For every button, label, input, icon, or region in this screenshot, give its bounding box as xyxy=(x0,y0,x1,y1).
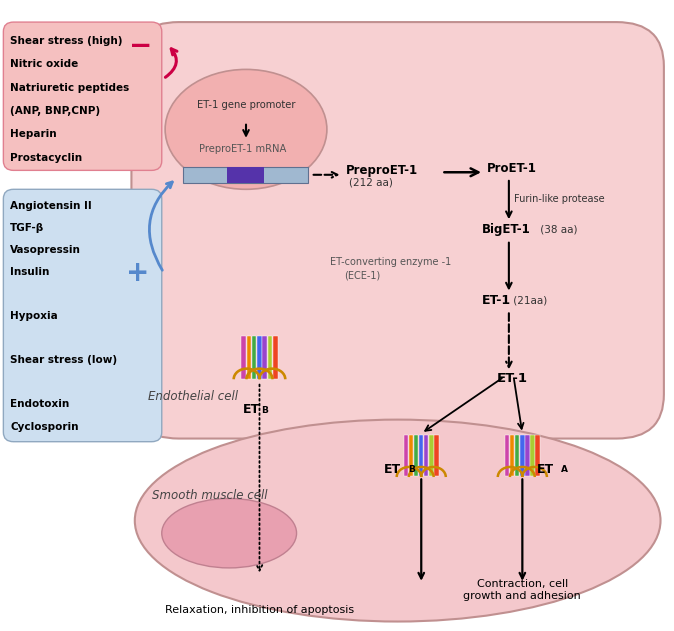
Text: BigET-1: BigET-1 xyxy=(482,223,530,235)
Bar xyxy=(505,435,510,476)
Bar xyxy=(252,336,257,379)
Text: Shear stress (low): Shear stress (low) xyxy=(10,355,117,365)
Text: ET-1: ET-1 xyxy=(482,294,511,307)
Text: ET-1 gene promoter: ET-1 gene promoter xyxy=(197,100,295,110)
Bar xyxy=(424,435,429,476)
Text: Cyclosporin: Cyclosporin xyxy=(10,422,79,432)
Text: Nitric oxide: Nitric oxide xyxy=(10,59,78,69)
Text: A: A xyxy=(561,465,568,474)
Text: (ECE-1): (ECE-1) xyxy=(344,270,380,280)
Text: (38 aa): (38 aa) xyxy=(537,224,577,234)
Text: Endothelial cell: Endothelial cell xyxy=(148,390,239,403)
Bar xyxy=(409,435,413,476)
Text: Shear stress (high): Shear stress (high) xyxy=(10,36,123,46)
Bar xyxy=(520,435,524,476)
Text: (ANP, BNP,CNP): (ANP, BNP,CNP) xyxy=(10,106,100,116)
Bar xyxy=(525,435,530,476)
Text: B: B xyxy=(261,406,268,415)
Text: ET-1: ET-1 xyxy=(497,372,528,385)
Text: +: + xyxy=(127,259,150,287)
Bar xyxy=(227,167,264,183)
Bar xyxy=(419,435,423,476)
Text: ET: ET xyxy=(384,463,401,476)
Bar xyxy=(183,167,308,183)
Text: Natriuretic peptides: Natriuretic peptides xyxy=(10,83,129,93)
Text: Relaxation, inhibition of apoptosis: Relaxation, inhibition of apoptosis xyxy=(165,605,354,615)
Text: PreproET-1 mRNA: PreproET-1 mRNA xyxy=(199,144,286,155)
Bar xyxy=(530,435,534,476)
Ellipse shape xyxy=(135,420,661,622)
Text: Heparin: Heparin xyxy=(10,129,57,139)
Bar xyxy=(515,435,520,476)
Text: ET-converting enzyme -1: ET-converting enzyme -1 xyxy=(330,257,452,267)
Text: Smooth muscle cell: Smooth muscle cell xyxy=(152,489,267,502)
Bar xyxy=(404,435,408,476)
Text: Contraction, cell
growth and adhesion: Contraction, cell growth and adhesion xyxy=(464,579,581,601)
Text: B: B xyxy=(408,465,415,474)
Bar xyxy=(414,435,419,476)
Text: Insulin: Insulin xyxy=(10,267,49,277)
Bar xyxy=(429,435,433,476)
Text: Vasopressin: Vasopressin xyxy=(10,245,81,255)
Text: ET: ET xyxy=(537,463,554,476)
Text: (212 aa): (212 aa) xyxy=(349,178,393,188)
Bar xyxy=(273,336,278,379)
Text: (21aa): (21aa) xyxy=(510,295,547,305)
Bar xyxy=(247,336,251,379)
Text: ET: ET xyxy=(243,403,259,416)
Ellipse shape xyxy=(162,498,297,568)
Bar xyxy=(434,435,439,476)
Bar xyxy=(262,336,267,379)
Bar xyxy=(510,435,514,476)
Bar xyxy=(241,336,246,379)
Ellipse shape xyxy=(165,69,327,189)
Text: ProET-1: ProET-1 xyxy=(487,162,537,175)
Text: TGF-β: TGF-β xyxy=(10,223,44,233)
FancyBboxPatch shape xyxy=(3,22,162,170)
Text: Angiotensin II: Angiotensin II xyxy=(10,201,92,211)
FancyBboxPatch shape xyxy=(131,22,664,439)
Text: PreproET-1: PreproET-1 xyxy=(346,164,418,177)
Text: −: − xyxy=(129,32,152,60)
Bar xyxy=(268,336,272,379)
Text: Furin-like protease: Furin-like protease xyxy=(514,194,604,204)
Text: Endotoxin: Endotoxin xyxy=(10,399,69,410)
Bar xyxy=(535,435,540,476)
Text: Prostacyclin: Prostacyclin xyxy=(10,153,82,163)
FancyBboxPatch shape xyxy=(3,189,162,442)
Bar xyxy=(257,336,262,379)
Text: Hypoxia: Hypoxia xyxy=(10,311,58,321)
